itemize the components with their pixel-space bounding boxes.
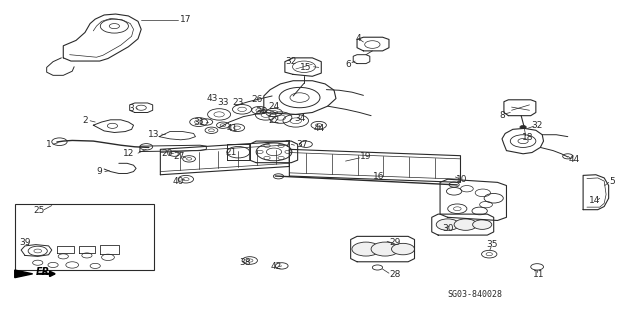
Text: 30: 30 — [442, 224, 454, 233]
Text: 42: 42 — [271, 262, 282, 271]
Text: 19: 19 — [360, 152, 372, 161]
Text: 31: 31 — [193, 117, 204, 127]
Text: SG03-840028: SG03-840028 — [448, 290, 503, 299]
Text: 10: 10 — [456, 175, 468, 184]
Text: 26: 26 — [252, 95, 263, 104]
Text: 20: 20 — [161, 149, 172, 158]
Text: 11: 11 — [532, 270, 544, 279]
Text: 5: 5 — [610, 177, 615, 186]
Circle shape — [371, 242, 399, 256]
Text: 7: 7 — [284, 140, 290, 149]
Circle shape — [520, 125, 526, 129]
Text: 24: 24 — [268, 102, 280, 111]
Text: 29: 29 — [390, 238, 401, 247]
Text: 21: 21 — [225, 148, 236, 157]
Text: 35: 35 — [486, 240, 498, 249]
Text: 43: 43 — [207, 94, 218, 103]
Text: 13: 13 — [148, 130, 160, 138]
Text: 27: 27 — [174, 152, 185, 161]
Circle shape — [352, 242, 380, 256]
Text: 8: 8 — [499, 111, 505, 120]
Text: 1: 1 — [45, 140, 51, 149]
Text: 37: 37 — [296, 140, 308, 149]
Text: 32: 32 — [531, 121, 543, 130]
Text: 4: 4 — [355, 34, 361, 43]
Text: 36: 36 — [255, 108, 267, 116]
Text: FR.: FR. — [36, 267, 54, 277]
Text: 32: 32 — [285, 57, 297, 66]
Text: 17: 17 — [180, 15, 191, 24]
Polygon shape — [15, 270, 33, 278]
Text: 38: 38 — [239, 258, 250, 267]
Text: 44: 44 — [313, 124, 324, 133]
Circle shape — [392, 243, 415, 255]
Text: 33: 33 — [217, 99, 228, 108]
Text: 2: 2 — [82, 116, 88, 125]
Circle shape — [454, 219, 477, 230]
Text: 18: 18 — [522, 133, 533, 142]
Text: 14: 14 — [589, 196, 600, 205]
Text: 34: 34 — [294, 114, 305, 123]
Bar — [15, 204, 154, 270]
Circle shape — [436, 219, 460, 230]
Text: 16: 16 — [373, 172, 385, 181]
Text: 9: 9 — [97, 167, 102, 176]
Text: 15: 15 — [300, 63, 312, 72]
Text: 41: 41 — [226, 124, 237, 133]
Text: 39: 39 — [19, 238, 31, 247]
Text: 28: 28 — [390, 270, 401, 279]
Text: 23: 23 — [232, 98, 244, 107]
Text: 22: 22 — [268, 116, 280, 125]
Text: 6: 6 — [346, 60, 351, 69]
Text: 25: 25 — [33, 206, 45, 215]
Text: 44: 44 — [568, 155, 580, 164]
Text: 40: 40 — [173, 177, 184, 186]
Text: 12: 12 — [123, 149, 134, 158]
Circle shape — [472, 220, 492, 229]
Text: 3: 3 — [129, 104, 134, 113]
